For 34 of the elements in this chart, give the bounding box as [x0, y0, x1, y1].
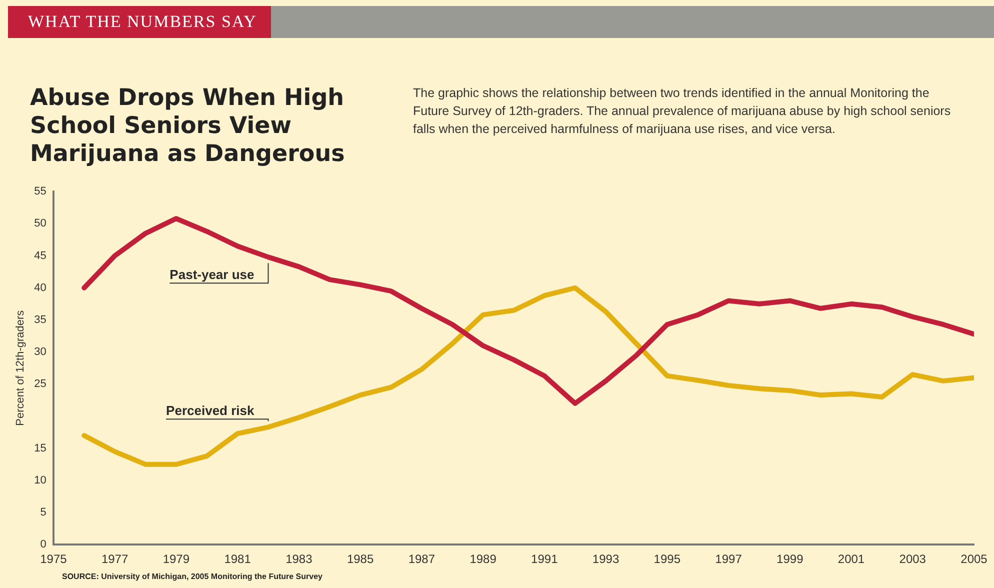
series-label: Perceived risk [166, 403, 256, 418]
y-tick-label: 10 [34, 474, 46, 486]
y-tick-label: 50 [34, 218, 46, 230]
y-tick-label: 5 [40, 506, 46, 519]
y-tick-label: 15 [34, 442, 46, 454]
x-tick-label: 1987 [408, 552, 436, 566]
x-tick-label: 1995 [654, 552, 681, 566]
x-tick-label: 1991 [531, 552, 558, 566]
x-tick-label: 1999 [776, 552, 804, 566]
x-tick-label: 1981 [224, 552, 252, 566]
y-tick-label: 40 [34, 282, 46, 294]
x-tick-label: 1993 [592, 552, 620, 566]
x-tick-label: 1975 [40, 552, 68, 566]
text: WHAT THE NUMBERS SAY [8, 6, 271, 38]
x-tick-label: 2001 [838, 552, 865, 566]
x-tick-label: 1985 [346, 552, 374, 566]
y-tick-label: 45 [34, 250, 46, 262]
series-label: Past-year use [170, 267, 254, 282]
x-tick-label: 2005 [960, 552, 988, 566]
chart-subtitle: The graphic shows the relationship between two trends identified in the annual Monitoring the Future Survey of 12th-graders. The annual prevalence of marijuana abuse by high school seniors falls when the perceived harmfulness of marijuana use rises, and vice versa. [413, 85, 952, 138]
y-tick-label: 35 [34, 314, 46, 326]
chart-title: Abuse Drops When High School Seniors View Marijuana as Dangerous [30, 84, 346, 168]
y-tick-label: 25 [34, 378, 46, 390]
y-axis-title: Percent of 12th-graders [14, 310, 27, 426]
x-tick-label: 1979 [162, 552, 190, 566]
y-tick-label: 30 [34, 346, 46, 358]
y-tick-label: 0 [40, 538, 46, 551]
x-tick-label: 2003 [899, 552, 926, 566]
x-tick-label: 1989 [470, 552, 497, 566]
x-tick-label: 1997 [715, 552, 742, 566]
source-note: SOURCE: University of Michigan, 2005 Monitoring the Future Survey [62, 572, 322, 581]
y-tick-label: 55 [34, 186, 46, 198]
x-tick-label: 1977 [101, 552, 128, 566]
x-tick-label: 1983 [286, 552, 313, 566]
